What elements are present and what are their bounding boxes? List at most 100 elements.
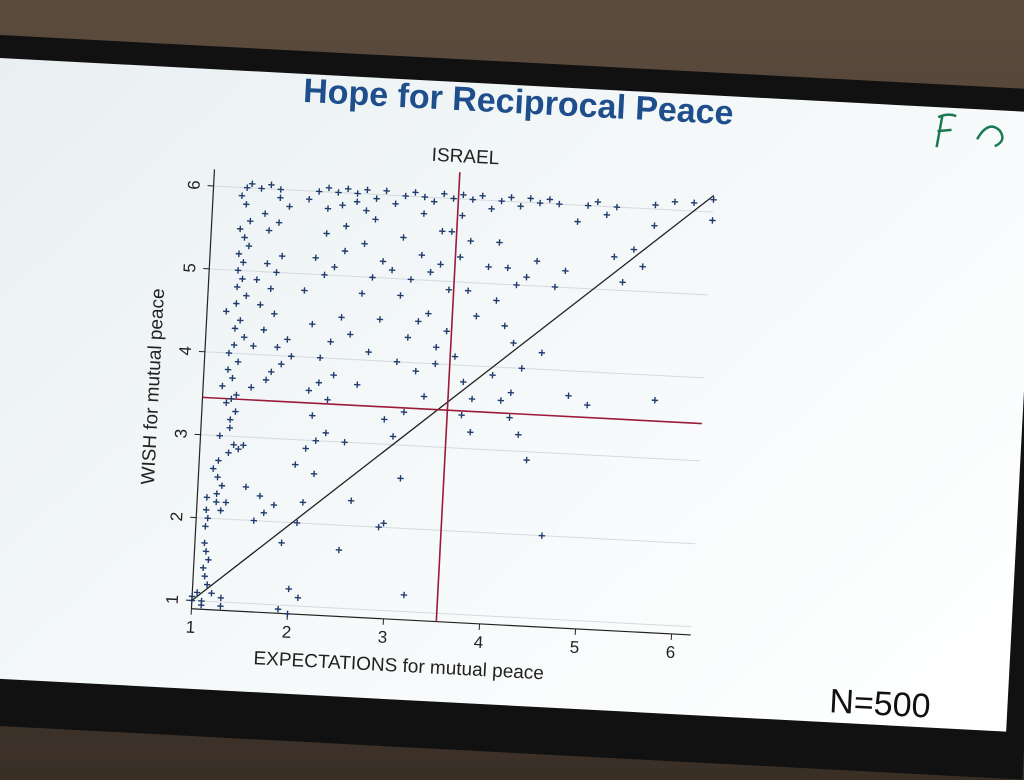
data-point bbox=[443, 328, 450, 335]
data-point bbox=[354, 198, 361, 205]
data-point bbox=[421, 194, 428, 201]
data-point bbox=[240, 442, 247, 449]
data-point bbox=[241, 234, 248, 241]
data-point bbox=[250, 343, 257, 350]
data-point bbox=[537, 200, 544, 207]
y-tick-label: 2 bbox=[167, 511, 186, 521]
x-tick-label: 5 bbox=[569, 638, 579, 657]
chart-title: ISRAEL bbox=[431, 145, 500, 170]
data-point bbox=[401, 409, 408, 416]
data-point bbox=[493, 297, 500, 304]
data-point bbox=[433, 344, 440, 351]
y-tick-label: 3 bbox=[171, 428, 190, 438]
y-tick-label: 6 bbox=[184, 180, 203, 190]
data-point bbox=[200, 564, 207, 571]
data-point bbox=[316, 188, 323, 195]
data-point bbox=[300, 499, 307, 506]
data-point bbox=[372, 216, 379, 223]
data-point bbox=[354, 381, 361, 388]
data-point bbox=[619, 279, 626, 286]
data-point bbox=[539, 532, 546, 539]
data-point bbox=[273, 269, 280, 276]
data-point bbox=[243, 292, 250, 299]
data-point bbox=[317, 354, 324, 361]
data-point bbox=[279, 253, 286, 260]
y-gridline bbox=[201, 435, 700, 461]
sample-size-label: N=500 bbox=[828, 682, 931, 726]
data-point bbox=[527, 195, 534, 202]
data-point bbox=[237, 317, 244, 324]
data-point bbox=[203, 548, 210, 555]
data-point bbox=[306, 196, 313, 203]
data-point bbox=[243, 484, 250, 491]
data-point bbox=[506, 414, 513, 421]
data-point bbox=[485, 264, 492, 271]
data-point bbox=[237, 226, 244, 233]
data-point bbox=[390, 433, 397, 440]
data-point bbox=[518, 365, 525, 372]
data-point bbox=[322, 430, 329, 437]
y-gridline bbox=[214, 186, 713, 212]
y-tick-label: 5 bbox=[180, 263, 199, 273]
data-point bbox=[315, 379, 322, 386]
data-point bbox=[285, 586, 292, 593]
data-point bbox=[233, 300, 240, 307]
data-point bbox=[488, 205, 495, 212]
data-point bbox=[574, 218, 581, 225]
data-point bbox=[365, 349, 372, 356]
data-point bbox=[204, 515, 211, 522]
data-point bbox=[489, 372, 496, 379]
data-point bbox=[467, 429, 474, 436]
data-point bbox=[369, 274, 376, 281]
data-point bbox=[215, 457, 222, 464]
data-point bbox=[210, 465, 217, 472]
data-point bbox=[458, 412, 465, 419]
data-point bbox=[327, 338, 334, 345]
data-point bbox=[309, 412, 316, 419]
data-point bbox=[354, 190, 361, 197]
data-point bbox=[339, 202, 346, 209]
x-axis-title: EXPECTATIONS for mutual peace bbox=[253, 648, 544, 684]
data-point bbox=[380, 520, 387, 527]
data-point bbox=[284, 610, 291, 617]
data-point bbox=[380, 258, 387, 265]
data-point bbox=[452, 353, 459, 360]
data-point bbox=[239, 192, 246, 199]
data-point bbox=[631, 246, 638, 253]
data-point bbox=[288, 353, 295, 360]
data-point bbox=[450, 195, 457, 202]
data-point bbox=[639, 263, 646, 270]
data-point bbox=[348, 497, 355, 504]
data-point bbox=[437, 261, 444, 268]
data-point bbox=[203, 506, 210, 513]
data-point bbox=[312, 437, 319, 444]
data-point bbox=[418, 252, 425, 259]
data-point bbox=[278, 361, 285, 368]
data-point bbox=[257, 493, 264, 500]
y-tick-label: 1 bbox=[163, 594, 182, 604]
data-point bbox=[408, 276, 415, 283]
data-point bbox=[504, 265, 511, 272]
data-point bbox=[651, 222, 658, 229]
data-point bbox=[271, 310, 278, 317]
data-point bbox=[324, 396, 331, 403]
data-point bbox=[501, 323, 508, 330]
data-point bbox=[201, 573, 208, 580]
data-point bbox=[278, 539, 285, 546]
data-point bbox=[538, 349, 545, 356]
y-axis-title: WISH for mutual peace bbox=[138, 288, 169, 485]
data-point bbox=[202, 523, 209, 530]
data-point bbox=[397, 475, 404, 482]
data-point bbox=[312, 254, 319, 261]
data-point bbox=[397, 292, 404, 299]
data-point bbox=[469, 196, 476, 203]
data-point bbox=[243, 201, 250, 208]
data-point bbox=[611, 253, 618, 260]
x-tick-label: 1 bbox=[185, 618, 195, 637]
data-point bbox=[326, 184, 333, 191]
data-point bbox=[508, 194, 515, 201]
data-point bbox=[425, 310, 432, 317]
data-point bbox=[214, 474, 221, 481]
data-point bbox=[363, 207, 370, 214]
data-point bbox=[286, 203, 293, 210]
